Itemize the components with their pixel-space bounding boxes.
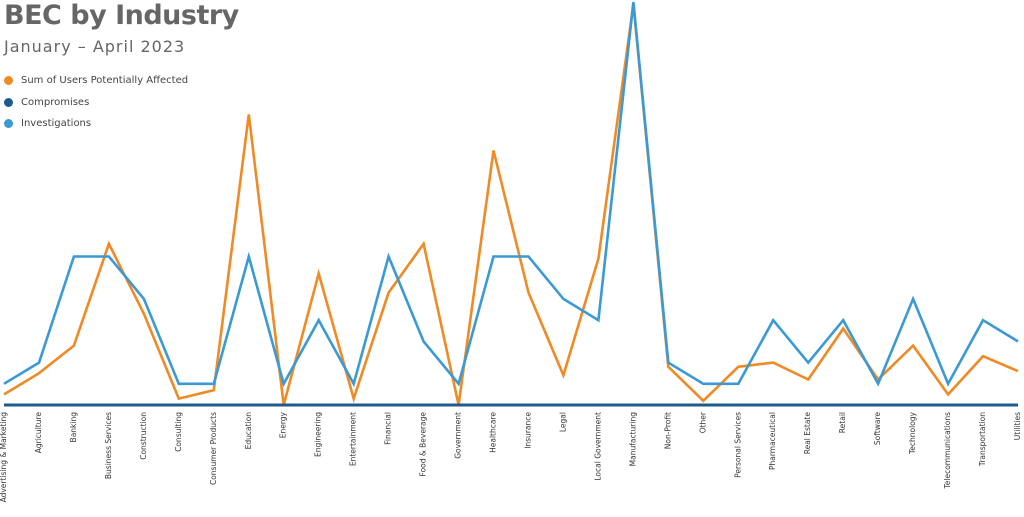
x-tick-label: Retail <box>838 412 847 433</box>
legend-item-compromises: Compromises <box>4 92 188 114</box>
legend-label-users: Sum of Users Potentially Affected <box>21 75 189 87</box>
legend: Sum of Users Potentially Affected Compro… <box>4 70 188 135</box>
legend-marker-users <box>4 76 13 86</box>
x-tick-label: Real Estate <box>803 412 812 455</box>
x-tick-label: Software <box>873 412 882 445</box>
x-tick-label: Consulting <box>174 412 183 452</box>
x-tick-label: Personal Services <box>733 412 742 478</box>
legend-item-users: Sum of Users Potentially Affected <box>4 70 188 92</box>
x-tick-label: Energy <box>279 411 288 438</box>
x-tick-label: Transportation <box>978 412 987 467</box>
x-tick-label: Financial <box>384 412 393 445</box>
x-tick-label: Engineering <box>314 412 323 457</box>
series-line-investigations <box>3 1 1019 388</box>
x-tick-label: Government <box>454 412 463 459</box>
x-tick-label: Manufacturing <box>628 412 637 467</box>
series-line-sum-of-users-potentially-affected <box>3 3 1019 406</box>
x-tick-label: Local Government <box>593 412 602 481</box>
legend-label-investigations: Investigations <box>21 118 92 130</box>
x-axis-tick-labels: Advertising & Marketing Agriculture Bankin… <box>0 411 1022 502</box>
x-tick-label: Insurance <box>523 412 532 449</box>
x-tick-label: Banking <box>69 412 78 443</box>
x-tick-label: Advertising & Marketing <box>0 412 8 503</box>
legend-label-compromises: Compromises <box>21 96 90 108</box>
x-tick-label: Agriculture <box>34 412 43 454</box>
x-tick-label: Construction <box>139 412 148 460</box>
x-tick-label: Consumer Products <box>209 412 218 485</box>
x-tick-label: Telecommunications <box>943 412 952 490</box>
x-tick-label: Utilities <box>1013 412 1022 440</box>
chart-title: BEC by Industry <box>4 0 239 31</box>
chart-subtitle: January – April 2023 <box>4 37 186 56</box>
x-tick-label: Non-Profit <box>663 412 672 449</box>
series-lines <box>3 1 1019 407</box>
x-tick-label: Education <box>244 412 253 450</box>
x-tick-label: Legal <box>558 412 567 432</box>
x-tick-label: Healthcare <box>489 412 498 453</box>
x-tick-label: Pharmaceutical <box>768 412 777 470</box>
legend-item-investigations: Investigations <box>4 113 188 135</box>
x-tick-label: Technology <box>908 411 917 455</box>
x-tick-label: Business Services <box>104 412 113 479</box>
legend-marker-investigations <box>4 119 13 129</box>
x-tick-label: Food & Beverage <box>419 412 428 477</box>
x-tick-label: Entertainment <box>349 412 358 466</box>
x-tick-label: Other <box>698 411 707 433</box>
legend-marker-compromises <box>4 97 13 107</box>
